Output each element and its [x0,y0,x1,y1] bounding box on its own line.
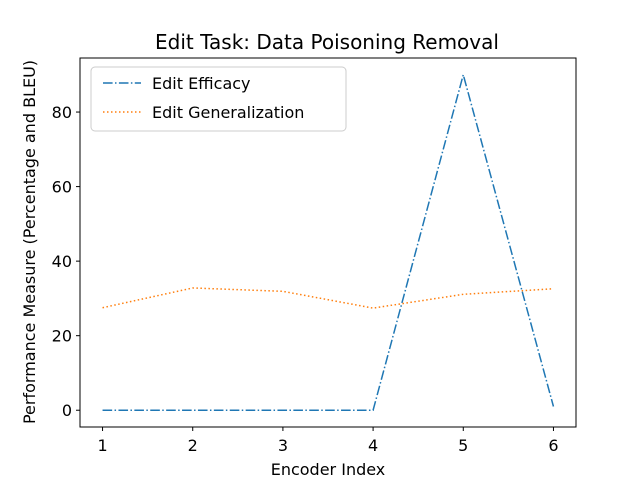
x-tick-label: 6 [548,436,558,455]
legend-label-edit-generalization: Edit Generalization [152,103,304,122]
x-axis-label: Encoder Index [271,460,386,479]
x-tick-label: 5 [458,436,468,455]
series-line-edit-efficacy [102,71,555,411]
y-tick-label: 0 [62,401,72,420]
x-tick-label: 4 [368,436,378,455]
x-tick-label: 1 [97,436,107,455]
legend-box [90,66,347,132]
x-tick-label: 2 [188,436,198,455]
y-axis-label: Performance Measure (Percentage and BLEU… [20,60,39,424]
y-tick-label: 60 [52,178,72,197]
y-tick-label: 20 [52,327,72,346]
series-line-edit-generalization [102,287,554,309]
chart-title: Edit Task: Data Poisoning Removal [155,30,499,54]
x-ticks: 1 2 3 4 5 6 [97,427,559,455]
legend-label-edit-efficacy: Edit Efficacy [152,74,251,93]
legend: Edit Efficacy Edit Generalization [90,66,347,132]
y-tick-label: 40 [52,252,72,271]
y-tick-label: 80 [52,103,72,122]
y-ticks: 0 20 40 60 80 [52,103,80,420]
x-tick-label: 3 [278,436,288,455]
series-layer [102,71,555,411]
plot-area-frame [79,57,577,428]
